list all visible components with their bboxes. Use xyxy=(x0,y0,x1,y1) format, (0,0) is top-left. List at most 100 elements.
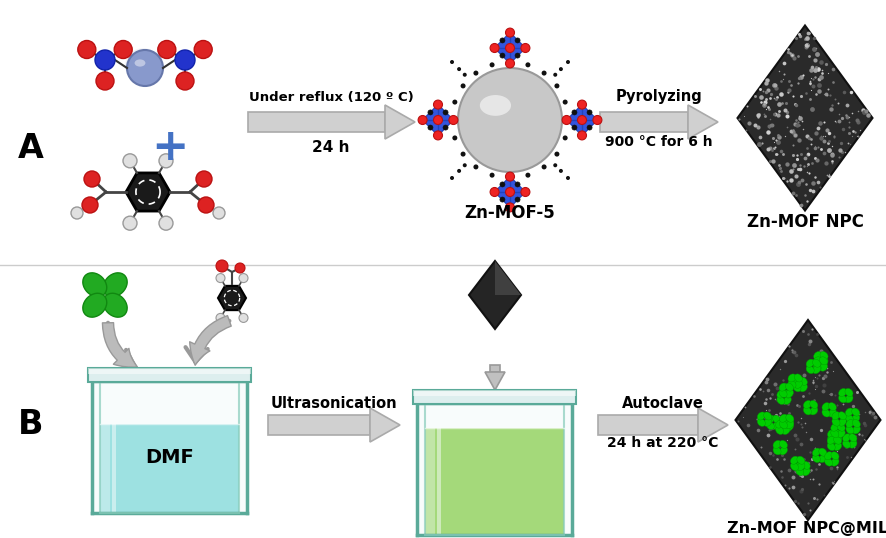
Circle shape xyxy=(481,91,540,150)
Ellipse shape xyxy=(828,436,835,444)
Circle shape xyxy=(128,52,157,80)
Ellipse shape xyxy=(795,374,803,382)
Ellipse shape xyxy=(851,414,859,422)
Ellipse shape xyxy=(831,458,839,466)
Circle shape xyxy=(515,53,520,58)
Ellipse shape xyxy=(831,452,839,460)
Bar xyxy=(92,382,247,513)
Circle shape xyxy=(459,69,561,171)
Ellipse shape xyxy=(813,351,821,359)
Circle shape xyxy=(216,314,225,322)
Ellipse shape xyxy=(837,423,845,431)
Ellipse shape xyxy=(822,409,830,417)
Circle shape xyxy=(486,96,534,144)
Circle shape xyxy=(458,68,562,172)
Ellipse shape xyxy=(851,408,859,416)
Circle shape xyxy=(132,55,154,77)
Polygon shape xyxy=(735,320,881,520)
Bar xyxy=(100,424,110,513)
Ellipse shape xyxy=(758,412,766,420)
Ellipse shape xyxy=(825,458,833,466)
Circle shape xyxy=(433,131,442,140)
Circle shape xyxy=(472,83,548,157)
Circle shape xyxy=(578,116,587,124)
Ellipse shape xyxy=(799,384,807,392)
Circle shape xyxy=(500,38,505,43)
Bar xyxy=(100,424,239,513)
Bar xyxy=(598,415,698,435)
Circle shape xyxy=(515,197,520,202)
Ellipse shape xyxy=(828,409,836,417)
Ellipse shape xyxy=(812,366,820,373)
Circle shape xyxy=(503,114,517,126)
Ellipse shape xyxy=(788,380,796,388)
FancyArrowPatch shape xyxy=(190,316,231,365)
Circle shape xyxy=(578,100,587,109)
Ellipse shape xyxy=(785,383,794,391)
Circle shape xyxy=(553,73,557,77)
Ellipse shape xyxy=(834,429,842,437)
Circle shape xyxy=(462,163,467,167)
Circle shape xyxy=(506,172,515,181)
Ellipse shape xyxy=(820,358,828,366)
Ellipse shape xyxy=(843,434,851,442)
Bar xyxy=(248,112,385,132)
Circle shape xyxy=(461,83,465,88)
Ellipse shape xyxy=(790,463,798,471)
Circle shape xyxy=(137,60,149,72)
Ellipse shape xyxy=(783,390,791,398)
Circle shape xyxy=(126,49,160,83)
Circle shape xyxy=(509,119,511,122)
Circle shape xyxy=(506,188,515,196)
Ellipse shape xyxy=(852,420,860,428)
Circle shape xyxy=(136,59,150,73)
Bar xyxy=(425,428,435,535)
Ellipse shape xyxy=(780,441,788,449)
Ellipse shape xyxy=(834,436,842,444)
Circle shape xyxy=(572,125,577,130)
Circle shape xyxy=(95,50,115,70)
Circle shape xyxy=(541,165,547,169)
Ellipse shape xyxy=(766,415,774,423)
Ellipse shape xyxy=(786,416,794,424)
Circle shape xyxy=(500,53,505,58)
Polygon shape xyxy=(495,261,521,295)
Ellipse shape xyxy=(849,440,857,448)
Bar xyxy=(414,390,577,397)
Circle shape xyxy=(194,40,212,59)
Ellipse shape xyxy=(799,377,807,385)
Circle shape xyxy=(493,103,527,137)
Circle shape xyxy=(506,44,515,53)
Circle shape xyxy=(466,76,554,164)
Circle shape xyxy=(506,203,515,212)
Ellipse shape xyxy=(843,440,851,448)
Circle shape xyxy=(565,117,571,123)
Ellipse shape xyxy=(773,447,781,455)
Circle shape xyxy=(235,263,245,273)
Circle shape xyxy=(123,154,137,168)
Circle shape xyxy=(141,64,145,68)
Circle shape xyxy=(469,79,551,161)
Circle shape xyxy=(461,70,559,169)
Ellipse shape xyxy=(773,422,781,430)
Circle shape xyxy=(129,53,156,79)
Circle shape xyxy=(449,117,455,123)
Circle shape xyxy=(133,55,153,76)
Ellipse shape xyxy=(786,414,794,422)
Ellipse shape xyxy=(828,402,836,410)
Circle shape xyxy=(477,87,543,153)
Circle shape xyxy=(525,173,531,178)
Ellipse shape xyxy=(785,423,793,431)
Bar xyxy=(414,390,577,404)
Ellipse shape xyxy=(797,456,804,464)
Circle shape xyxy=(487,97,532,143)
Ellipse shape xyxy=(846,420,854,428)
Circle shape xyxy=(127,50,163,86)
Circle shape xyxy=(506,59,515,68)
Ellipse shape xyxy=(845,395,853,403)
Ellipse shape xyxy=(779,383,787,391)
Circle shape xyxy=(485,95,535,145)
Circle shape xyxy=(78,40,96,59)
Ellipse shape xyxy=(104,293,128,317)
Bar xyxy=(437,428,441,535)
